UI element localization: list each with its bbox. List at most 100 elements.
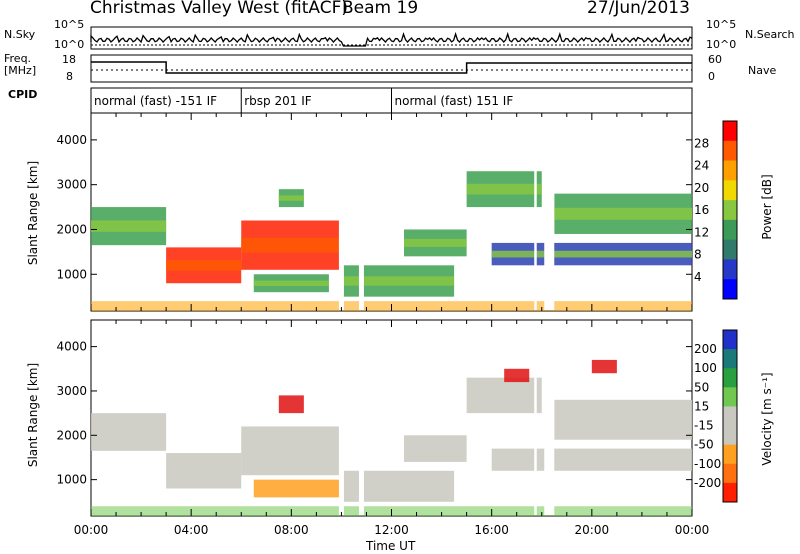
velocity-echo-band — [278, 395, 304, 414]
station-title: Christmas Valley West (fitACF) — [90, 0, 349, 18]
xtick-label: 12:00 — [374, 523, 409, 537]
power-ytick-label: 2000 — [56, 222, 87, 236]
power-colorbar-segment — [723, 279, 737, 300]
xaxis-label: Time UT — [366, 539, 416, 553]
velocity-colorbar-tick-label: -15 — [694, 419, 714, 433]
velocity-echo-band — [91, 413, 167, 451]
freq-strip-box — [90, 54, 693, 83]
power-colorbar-tick-label: 24 — [694, 159, 709, 173]
power-colorbar-segment — [723, 239, 737, 260]
cpid-label: CPID — [8, 88, 38, 101]
power-echo-core — [91, 220, 167, 232]
power-echo-core — [253, 280, 329, 286]
nsearch-label: N.Search — [745, 28, 795, 41]
power-data-gap — [534, 114, 537, 310]
power-echo-core — [554, 207, 692, 220]
velocity-colorbar-tick-label: -200 — [694, 476, 721, 490]
left-tick-top: 10^5 — [54, 18, 85, 31]
xtick-label: 20:00 — [575, 523, 610, 537]
freq-label-line1: Freq. — [4, 52, 32, 65]
power-colorbar-tick-label: 8 — [694, 248, 702, 262]
velocity-echo-band — [404, 435, 467, 462]
velocity-ytick-label: 4000 — [56, 340, 87, 354]
velocity-colorbar-segment — [723, 330, 737, 350]
velocity-data-gap — [358, 321, 364, 515]
velocity-ytick-label: 3000 — [56, 384, 87, 398]
velocity-colorbar-tick-label: 200 — [694, 342, 717, 356]
power-data-gap — [544, 114, 555, 310]
power-colorbar-tick-label: 28 — [694, 136, 709, 150]
cpid-segment-label: normal (fast) -151 IF — [94, 94, 217, 108]
power-echo-core — [278, 195, 304, 201]
velocity-colorbar-tick-label: 50 — [694, 380, 709, 394]
frequency-trace — [91, 61, 692, 74]
xtick-label: 00:00 — [675, 523, 710, 537]
cpid-segment-label: rbsp 201 IF — [244, 94, 311, 108]
xtick-label: 08:00 — [274, 523, 309, 537]
power-echo-core — [404, 238, 467, 247]
power-colorbar-segment — [723, 259, 737, 280]
velocity-colorbar-segment — [723, 463, 737, 484]
power-echo-core — [491, 250, 692, 258]
velocity-echo-band — [241, 426, 342, 476]
freq-tick-top: 18 — [62, 53, 76, 66]
velocity-colorbar-box — [722, 329, 738, 503]
nave-tick-bottom: 0 — [708, 70, 715, 83]
power-echo-core — [241, 237, 342, 253]
power-colorbar-segment — [723, 219, 737, 241]
velocity-echo-band — [166, 453, 242, 489]
power-echo-core — [341, 276, 455, 286]
velocity-data-gap — [534, 321, 537, 515]
freq-tick-bottom: 8 — [66, 70, 73, 83]
velocity-echo-band — [466, 377, 542, 414]
velocity-ytick-label: 1000 — [56, 473, 87, 487]
velocity-colorbar-tick-label: -50 — [694, 438, 714, 452]
nsky-label: N.Sky — [4, 28, 36, 41]
nave-label: Nave — [748, 64, 777, 77]
beam-label: Beam 19 — [342, 0, 419, 18]
velocity-colorbar-tick-label: -100 — [694, 457, 721, 471]
nave-tick-top: 60 — [708, 53, 722, 66]
velocity-colorbar-segment — [723, 406, 737, 427]
noise-trace — [90, 31, 693, 47]
velocity-echo-band — [504, 368, 530, 383]
power-echo-core — [166, 259, 242, 271]
power-colorbar-tick-label: 4 — [694, 270, 702, 284]
velocity-colorbar-segment — [723, 368, 737, 388]
xtick-label: 16:00 — [474, 523, 509, 537]
velocity-echo-band — [591, 359, 617, 374]
power-colorbar-tick-label: 12 — [694, 225, 709, 239]
velocity-colorbar-tick-label: 100 — [694, 361, 717, 375]
power-colorbar-segment — [723, 140, 737, 162]
power-colorbar-segment — [723, 121, 737, 142]
power-colorbar-box — [722, 120, 738, 300]
power-ytick-label: 1000 — [56, 267, 87, 281]
cpid-segment-label: normal (fast) 151 IF — [395, 94, 514, 108]
velocity-ytick-label: 2000 — [56, 428, 87, 442]
velocity-colorbar-tick-label: 15 — [694, 399, 709, 413]
freq-label-line2: [MHz] — [4, 64, 37, 77]
velocity-echo-band — [491, 448, 692, 471]
right-tick-top: 10^5 — [706, 18, 737, 31]
date-label: 27/Jun/2013 — [587, 0, 690, 18]
velocity-colorbar-segment — [723, 444, 737, 465]
power-colorbar-segment — [723, 200, 737, 221]
power-colorbar-tick-label: 20 — [694, 181, 709, 195]
xtick-label: 04:00 — [174, 523, 209, 537]
power-data-gap — [358, 114, 364, 310]
velocity-data-gap — [338, 321, 344, 515]
left-tick-bottom: 10^0 — [54, 38, 85, 51]
right-tick-bottom: 10^0 — [706, 38, 737, 51]
power-echo-core — [466, 183, 542, 195]
power-colorbar-segment — [723, 160, 737, 181]
power-ytick-label: 3000 — [56, 178, 87, 192]
velocity-data-gap — [544, 321, 555, 515]
velocity-echo-band — [554, 399, 692, 440]
velocity-colorbar-segment — [723, 425, 737, 446]
power-data-gap — [338, 114, 344, 310]
velocity-echo-band — [341, 470, 455, 502]
power-colorbar-tick-label: 16 — [694, 203, 709, 217]
power-colorbar-segment — [723, 180, 737, 201]
velocity-colorbar-segment — [723, 349, 737, 369]
